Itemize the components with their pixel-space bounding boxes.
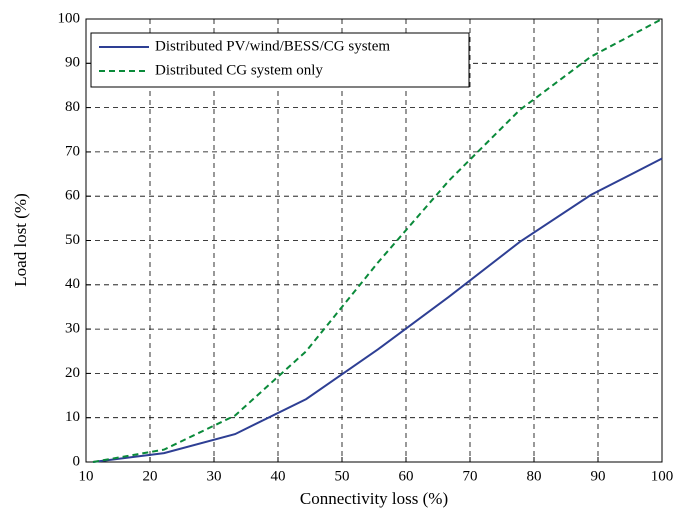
series-line [92, 18, 663, 463]
x-tick-label: 80 [527, 468, 542, 484]
x-axis-label: Connectivity loss (%) [300, 489, 448, 508]
y-tick-label: 70 [65, 143, 80, 159]
x-tick-label: 70 [463, 468, 478, 484]
x-tick-label: 30 [207, 468, 222, 484]
x-tick-label: 50 [335, 468, 350, 484]
x-tick-label: 10 [79, 468, 94, 484]
plot-frame [85, 18, 663, 463]
y-tick-label: 30 [65, 321, 80, 337]
legend-label: Distributed PV/wind/BESS/CG system [155, 38, 390, 54]
y-tick-label: 50 [65, 232, 80, 248]
legend-label: Distributed CG system only [155, 62, 323, 78]
series-line [92, 157, 663, 463]
legend-box [90, 32, 470, 88]
x-tick-label: 60 [399, 468, 414, 484]
x-tick-label: 20 [143, 468, 158, 484]
y-tick-label: 20 [65, 365, 80, 381]
y-axis-label: Load lost (%) [11, 193, 30, 286]
x-tick-label: 100 [651, 468, 674, 484]
y-tick-label: 10 [65, 409, 80, 425]
y-tick-label: 60 [65, 188, 80, 204]
y-tick-label: 40 [65, 276, 80, 292]
x-tick-label: 40 [271, 468, 286, 484]
y-tick-label: 90 [65, 55, 80, 71]
y-tick-label: 100 [58, 10, 81, 26]
y-tick-label: 80 [65, 99, 80, 115]
x-tick-label: 90 [591, 468, 606, 484]
y-tick-label: 0 [73, 453, 81, 469]
